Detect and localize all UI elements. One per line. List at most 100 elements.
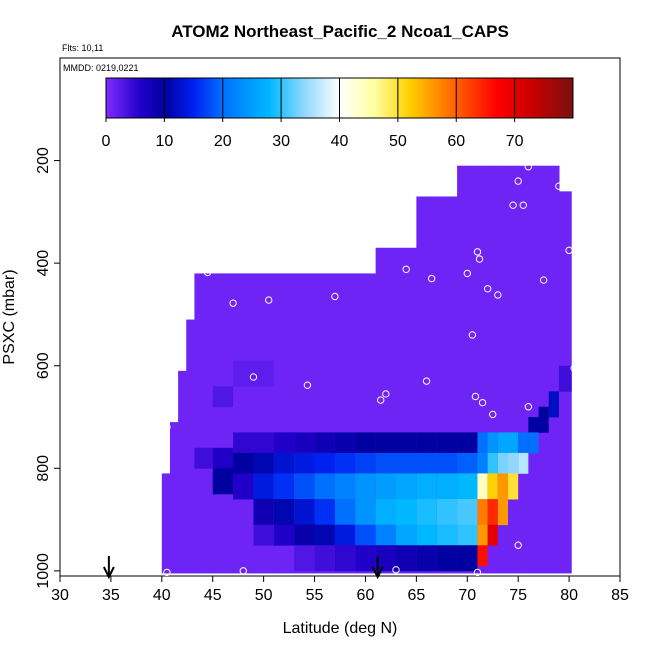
heatmap-cell [396, 545, 417, 572]
heatmap-cell [212, 447, 234, 469]
heatmap-cell [334, 452, 356, 474]
heatmap-cell [294, 452, 316, 474]
colorbar-ticks: 0 10 20 30 40 50 60 70 [102, 78, 524, 150]
heatmap-column [528, 165, 540, 574]
sample-point [402, 265, 410, 274]
heatmap-cell [375, 499, 397, 526]
x-tick-label: 35 [102, 587, 120, 604]
sample-point [382, 390, 390, 398]
heatmap-cell [314, 524, 336, 546]
x-axis: 30 35 40 45 50 55 60 65 70 75 80 85 [51, 576, 629, 604]
heatmap-cell [253, 452, 275, 474]
heatmap-cell [294, 499, 316, 526]
heatmap-cell [497, 452, 509, 474]
heatmap-cell [273, 452, 295, 474]
colorbar-tick-label: 30 [272, 133, 290, 150]
heatmap-cell [436, 473, 458, 500]
sample-point [239, 567, 247, 575]
sample-point [163, 568, 171, 576]
x-tick-label: 30 [51, 587, 69, 604]
heatmap-cell [314, 545, 336, 572]
heatmap-cell [436, 545, 458, 572]
heatmap-cell [375, 473, 397, 500]
colorbar-tick-label: 70 [506, 133, 524, 150]
y-axis-label: PSXC (mbar) [1, 269, 18, 364]
heatmap-cell [396, 524, 417, 546]
heatmap-cell [375, 432, 397, 454]
sample-point [468, 331, 477, 339]
heatmap-cell [548, 391, 560, 418]
heatmap-cell [457, 499, 479, 526]
sample-point [494, 291, 502, 299]
sample-point [475, 255, 484, 263]
sample-point [509, 201, 517, 209]
heatmap-cell [194, 447, 214, 469]
sample-point [249, 373, 258, 381]
heatmap-cell [212, 386, 234, 408]
heatmap-cell [396, 432, 417, 454]
heatmap-cell [508, 432, 519, 454]
sample-point [265, 296, 273, 304]
heatmap-cell [477, 473, 489, 500]
heatmap-cell [253, 432, 275, 454]
sample-point [473, 248, 482, 256]
x-tick-label: 40 [153, 587, 171, 604]
heatmap-cell [457, 452, 479, 474]
chart-title: ATOM2 Northeast_Pacific_2 Ncoa1_CAPS [171, 22, 509, 41]
heatmap-cell [457, 545, 479, 572]
heatmap-cell [457, 524, 479, 546]
heatmap-cell [273, 432, 295, 454]
heatmap-cell [487, 473, 499, 500]
x-tick-label: 60 [357, 587, 375, 604]
sample-point [489, 410, 497, 419]
heatmap-cell [528, 432, 540, 454]
sample-point [524, 163, 533, 171]
heatmap-cell [212, 468, 234, 495]
heatmap-cell [253, 499, 275, 526]
heatmap-cell [314, 452, 336, 474]
y-axis: 200 400 600 800 1000 [35, 147, 60, 589]
sample-point [483, 285, 492, 293]
heatmap-cell [396, 499, 417, 526]
sample-point [478, 398, 487, 407]
heatmap-cell [457, 432, 479, 454]
heatmap-cell [294, 545, 316, 572]
sample-point [203, 268, 212, 277]
colorbar-tick-label: 40 [331, 133, 349, 150]
heatmap-column [161, 473, 171, 574]
x-tick-label: 80 [560, 587, 578, 604]
sample-point [331, 292, 339, 301]
heatmap-cell [528, 417, 540, 433]
heatmap-cell [436, 524, 458, 546]
sample-point [163, 423, 171, 431]
heatmap-cell [457, 473, 479, 500]
flight-arrows [102, 556, 384, 580]
colorbar-tick-label: 10 [155, 133, 173, 150]
flights-label: Flts: 10,11 [62, 43, 103, 53]
heatmap-cell [273, 499, 295, 526]
heatmap-column [497, 165, 509, 574]
sample-point [473, 568, 482, 576]
heatmap-cell [355, 432, 377, 454]
heatmap-cell [253, 360, 275, 387]
heatmap-column [508, 165, 519, 574]
heatmap-cell [436, 432, 458, 454]
heatmap-cell [355, 499, 377, 526]
heatmap-cell [355, 524, 377, 546]
heatmap-cell [487, 524, 499, 546]
heatmap-column [212, 273, 234, 574]
heatmap-cell [334, 524, 356, 546]
heatmap-cell [558, 365, 572, 392]
heatmap-cell [334, 432, 356, 454]
sample-point [565, 246, 573, 255]
heatmap-cell [314, 473, 336, 500]
x-tick-label: 65 [407, 587, 425, 604]
heatmap-cell [416, 452, 438, 474]
heatmap-column [169, 422, 179, 574]
heatmap-column [477, 165, 489, 574]
heatmap-column [487, 165, 499, 574]
heatmap-cell [477, 499, 489, 526]
dates-label: MMDD: 0219,0221 [63, 63, 139, 73]
x-tick-label: 70 [458, 587, 476, 604]
